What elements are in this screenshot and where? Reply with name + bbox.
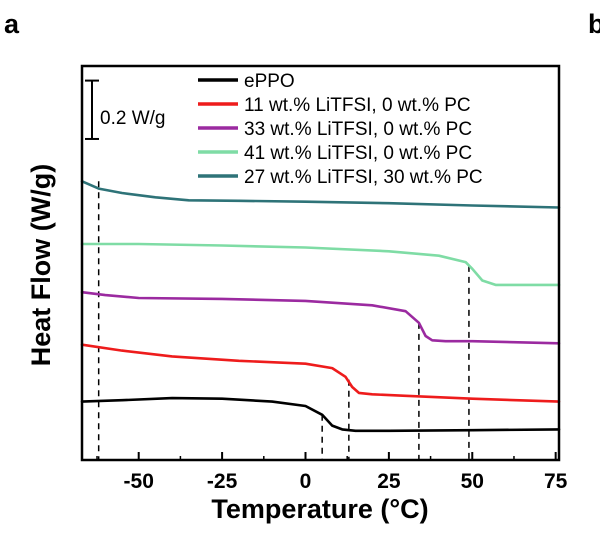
legend-label-2: 11 wt.% LiTFSI, 0 wt.% PC	[244, 95, 471, 116]
series-line-3	[80, 290, 561, 345]
plot-area	[80, 180, 561, 460]
x-axis-ticks: -50 -25 0 25 50 75	[96, 452, 568, 493]
series-line-4	[80, 242, 561, 287]
x-axis-title: Temperature (°C)	[211, 494, 428, 524]
legend: ePPO 11 wt.% LiTFSI, 0 wt.% PC 33 wt.% LiT…	[198, 71, 483, 188]
series-line-5	[80, 180, 561, 209]
plot-frame	[80, 64, 561, 462]
panel-label-a: a	[4, 9, 20, 39]
scale-bar-label: 0.2 W/g	[100, 108, 165, 129]
legend-label-4: 41 wt.% LiTFSI, 0 wt.% PC	[244, 143, 472, 164]
series-line-2	[80, 343, 561, 403]
scale-bar	[85, 79, 99, 140]
y-axis-title: Heat Flow (W/g)	[26, 164, 56, 366]
series-line-1	[80, 396, 561, 433]
x-tick-label: 25	[377, 470, 401, 493]
legend-label-1: ePPO	[244, 71, 295, 92]
legend-label-3: 33 wt.% LiTFSI, 0 wt.% PC	[244, 119, 472, 140]
panel-label-b: b	[588, 9, 600, 39]
legend-label-5: 27 wt.% LiTFSI, 30 wt.% PC	[244, 167, 483, 188]
x-tick-label: -25	[207, 470, 238, 493]
x-tick-label: -50	[124, 470, 154, 493]
x-tick-label: 0	[300, 470, 312, 493]
x-tick-label: 50	[461, 470, 484, 493]
x-tick-label: 75	[544, 470, 568, 493]
